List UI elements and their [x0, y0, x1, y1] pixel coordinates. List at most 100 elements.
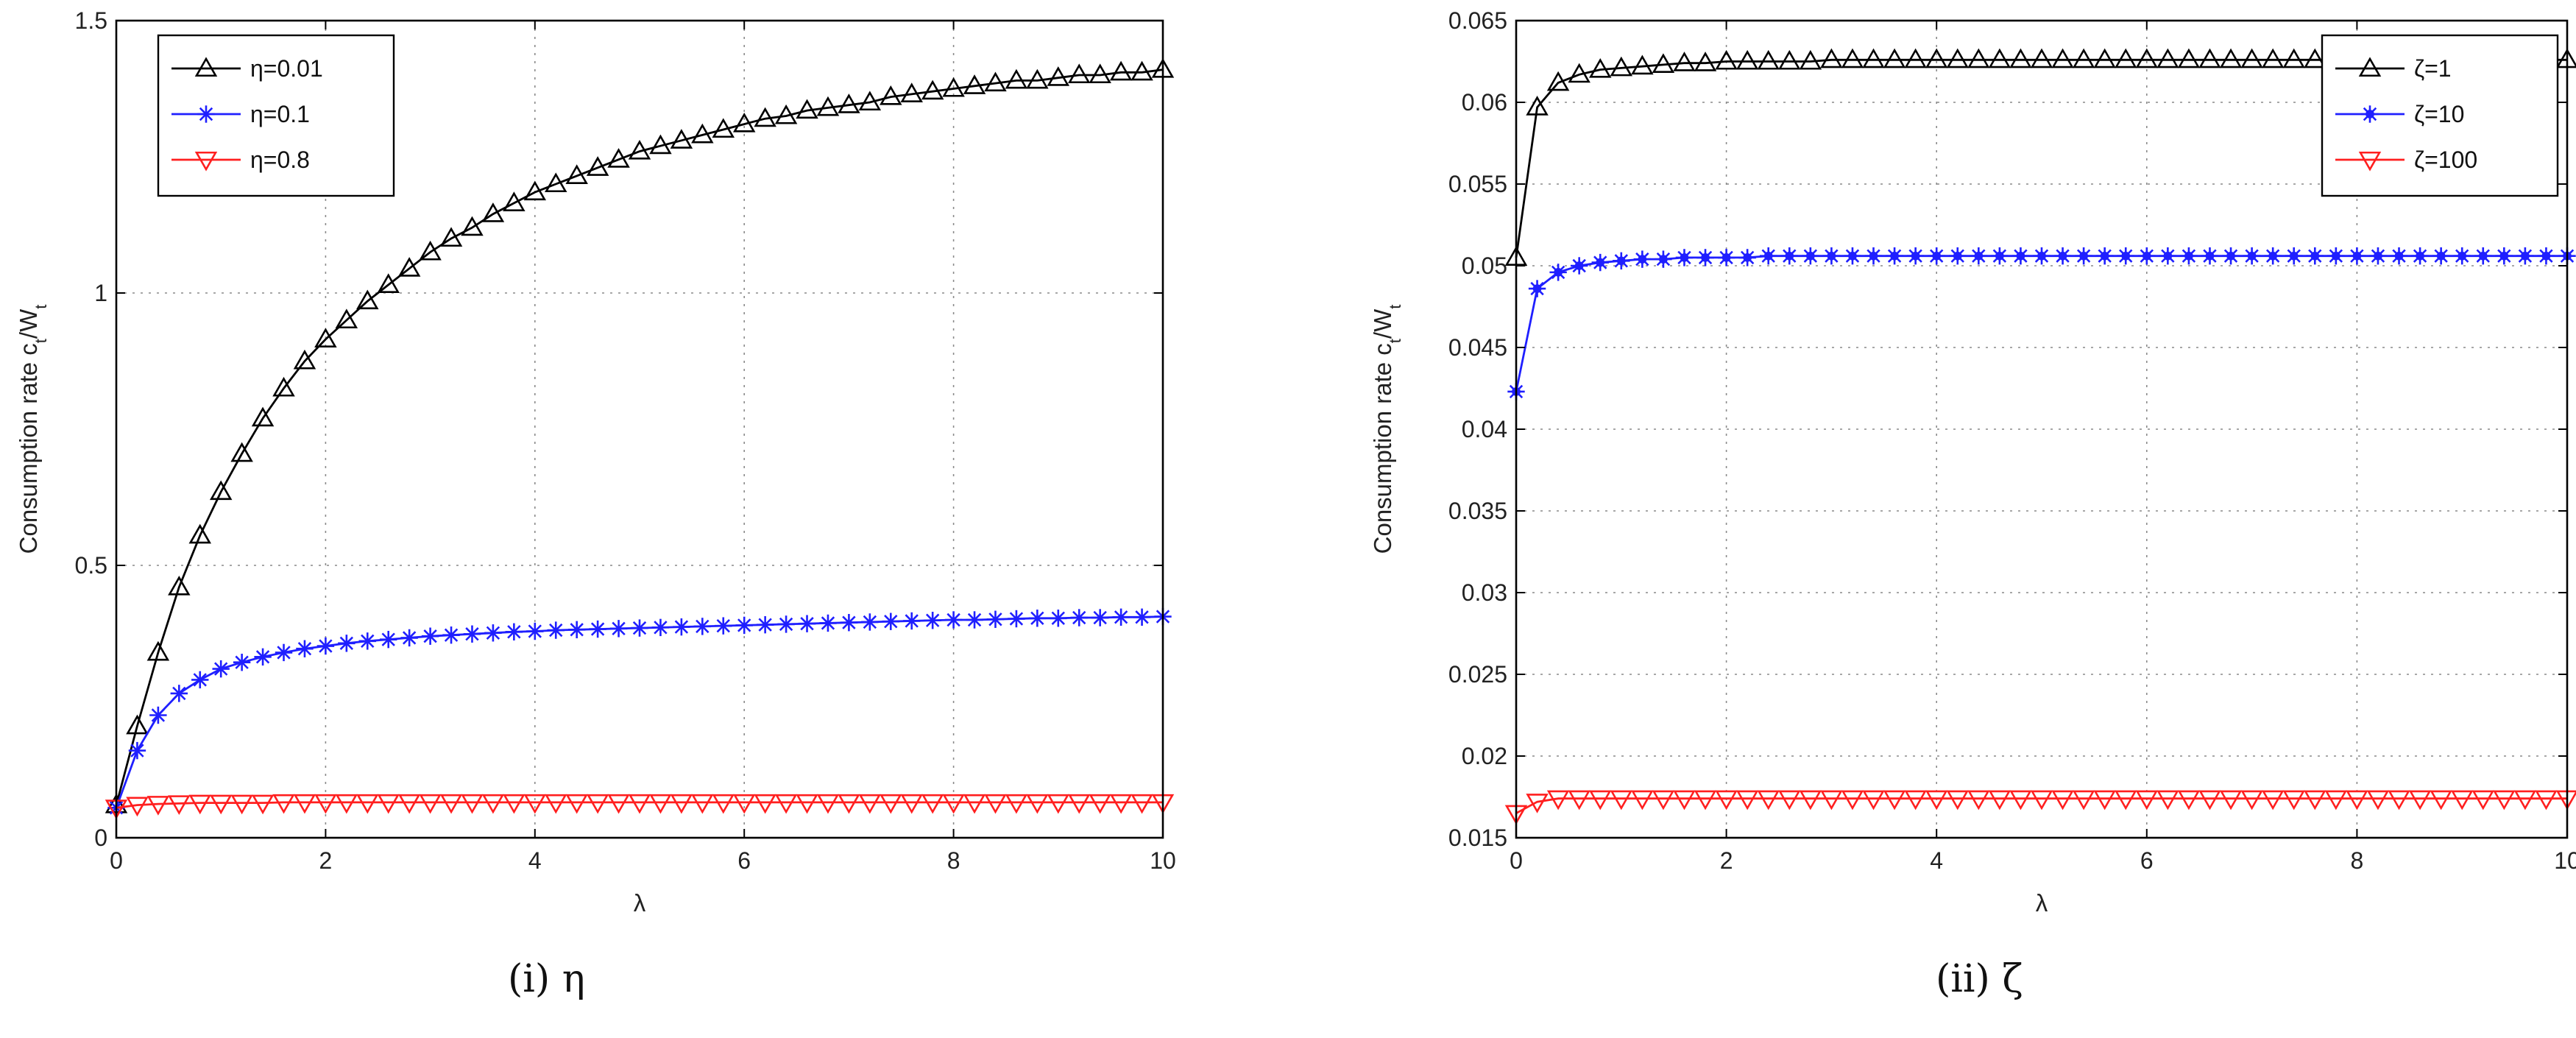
marker-triangle-up	[356, 289, 379, 310]
marker-asterisk	[2285, 247, 2303, 265]
legend-item-0: ζ=1	[2335, 55, 2452, 82]
marker-asterisk-stroke	[214, 662, 228, 676]
marker-asterisk	[1738, 249, 1756, 266]
marker-asterisk-stroke	[612, 621, 626, 636]
marker-triangle-up	[439, 227, 463, 247]
marker-triangle-down	[397, 794, 421, 814]
marker-triangle-up	[1694, 52, 1717, 71]
marker-dot	[1659, 255, 1668, 264]
x-tick-label: 10	[1150, 847, 1176, 874]
marker-triangle-down	[1047, 794, 1070, 814]
marker-asterisk-stroke	[967, 612, 982, 627]
marker-dot	[2436, 251, 2446, 261]
y-axis-label-part: /W	[15, 308, 42, 339]
marker-triangle-down	[2093, 790, 2116, 811]
marker-triangle-down	[2358, 151, 2382, 172]
marker-triangle-down	[1967, 790, 1990, 811]
marker-dot	[2394, 251, 2404, 261]
marker-asterisk	[1802, 247, 1819, 265]
marker-triangle-down	[942, 794, 965, 814]
marker-triangle-down	[1820, 790, 1843, 811]
marker-triangle-up	[2009, 48, 2032, 68]
y-tick-label: 1.5	[75, 7, 107, 34]
marker-triangle-up	[2156, 48, 2179, 68]
marker-asterisk	[1906, 247, 1925, 265]
marker-triangle-up	[1883, 48, 1906, 68]
marker-asterisk-stroke	[1072, 610, 1086, 625]
x-tick-label: 4	[1930, 847, 1943, 874]
marker-triangle-down	[670, 794, 693, 814]
legend-label: ζ=1	[2414, 55, 2452, 82]
marker-dot	[1848, 251, 1857, 261]
marker-asterisk	[2369, 247, 2387, 265]
marker-asterisk	[1028, 610, 1047, 627]
marker-triangle-up	[2114, 48, 2137, 68]
marker-triangle-up	[816, 96, 840, 116]
marker-asterisk	[197, 105, 215, 123]
marker-triangle-down	[2135, 790, 2159, 811]
x-tick-label: 2	[1720, 847, 1733, 874]
marker-triangle-down	[2030, 790, 2053, 811]
marker-triangle-down	[2072, 790, 2095, 811]
marker-triangle-down	[194, 151, 218, 172]
y-tick-label: 0.015	[1448, 825, 1507, 851]
marker-triangle-up	[209, 480, 233, 501]
marker-triangle-down	[2282, 790, 2305, 811]
marker-asterisk	[2537, 247, 2555, 265]
marker-asterisk	[170, 685, 188, 702]
marker-asterisk	[1112, 608, 1130, 626]
marker-triangle-down	[921, 794, 944, 814]
marker-asterisk	[212, 660, 230, 678]
y-axis-label-part: Consumption rate c	[15, 343, 42, 554]
marker-asterisk-stroke	[737, 618, 751, 632]
marker-triangle-down	[1631, 790, 1654, 811]
marker-dot	[2058, 251, 2067, 261]
marker-asterisk-stroke	[570, 623, 584, 637]
y-axis-label: Consumption rate ct/Wt	[1369, 305, 1404, 554]
marker-dot	[2458, 251, 2467, 261]
marker-triangle-down	[732, 794, 756, 814]
marker-asterisk	[358, 632, 376, 650]
marker-asterisk	[1822, 247, 1841, 265]
marker-asterisk	[338, 635, 355, 652]
marker-triangle-up	[1925, 48, 1948, 68]
marker-asterisk	[421, 627, 439, 645]
marker-asterisk	[2390, 247, 2408, 265]
x-tick-label: 6	[737, 847, 751, 874]
marker-triangle-up	[481, 202, 505, 222]
marker-dot	[2226, 251, 2235, 261]
marker-triangle-up	[2261, 48, 2285, 68]
marker-triangle-up	[2304, 48, 2326, 68]
marker-asterisk	[1091, 609, 1109, 626]
series-line	[1515, 797, 2567, 814]
marker-dot	[2310, 251, 2320, 261]
marker-triangle-down	[1841, 790, 1864, 811]
marker-triangle-down	[1067, 794, 1091, 814]
marker-asterisk	[2222, 247, 2240, 265]
x-axis-label: λ	[2036, 889, 2048, 917]
marker-asterisk	[1675, 249, 1694, 266]
marker-triangle-up	[1862, 48, 1885, 68]
legend-label: η=0.1	[250, 101, 310, 127]
marker-triangle-up	[1757, 49, 1780, 70]
marker-dot	[1827, 251, 1836, 261]
marker-asterisk	[316, 637, 335, 655]
marker-asterisk	[2053, 247, 2072, 265]
marker-dot	[2121, 251, 2131, 261]
legend-item-2: η=0.8	[171, 146, 310, 173]
marker-dot	[2478, 251, 2488, 261]
marker-triangle-down	[146, 796, 170, 816]
marker-asterisk	[631, 619, 648, 637]
marker-triangle-down	[2009, 790, 2032, 811]
marker-asterisk-stroke	[486, 626, 500, 640]
legend: η=0.01 η=0.1 η=0.8	[157, 34, 395, 197]
marker-asterisk	[1949, 247, 1967, 265]
marker-asterisk-stroke	[381, 632, 395, 646]
marker-asterisk-stroke	[319, 639, 333, 653]
x-tick-label: 4	[528, 847, 542, 874]
marker-triangle-up	[1799, 49, 1822, 70]
y-tick-label: 0.5	[75, 552, 107, 579]
marker-triangle-up	[1610, 56, 1633, 77]
marker-asterisk	[693, 618, 712, 635]
marker-triangle-down	[2114, 790, 2137, 811]
